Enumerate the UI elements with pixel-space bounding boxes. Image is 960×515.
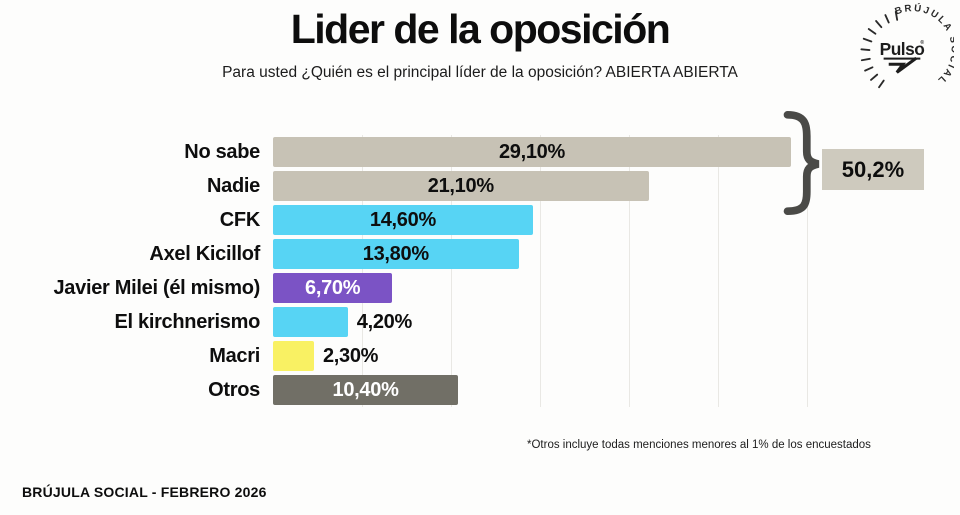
logo-underline (883, 57, 921, 60)
bar (273, 341, 314, 371)
value-label: 4,20% (356, 310, 413, 333)
gridline (540, 135, 541, 407)
subtitle: Para usted ¿Quién es el principal líder … (222, 64, 738, 81)
category-label: No sabe (184, 140, 260, 163)
chart-row: El kirchnerismo 4,20% (0, 305, 807, 339)
bar-zone: 4,20% (273, 307, 807, 337)
footnote: *Otros incluye todas menciones menores a… (527, 439, 871, 451)
gridlines (273, 135, 808, 407)
category-label: Nadie (207, 174, 260, 197)
bar-zone: 6,70% (273, 273, 807, 303)
bar (273, 307, 348, 337)
bar: 13,80% (273, 239, 519, 269)
chart-row: Nadie 21,10% (0, 169, 807, 203)
bar: 6,70% (273, 273, 393, 303)
category-label: Axel Kicillof (149, 242, 260, 265)
group-total-value: 50,2% (841, 156, 905, 182)
value-label: 14,60% (369, 208, 436, 231)
pulso-logo-icon: BRÚJULA SOCIAL Pulso ® (860, 2, 958, 89)
group-total-box: 50,2% (822, 149, 924, 190)
bar: 14,60% (273, 205, 533, 235)
bar: 29,10% (273, 137, 791, 167)
source-credit: BRÚJULA SOCIAL - FEBRERO 2026 (22, 484, 267, 500)
category-label: Otros (208, 378, 260, 401)
page-title: Lider de la oposición (290, 6, 671, 52)
bar-zone: 21,10% (273, 171, 807, 201)
bar-zone: 10,40% (273, 375, 807, 405)
bar-zone: 2,30% (273, 341, 807, 371)
grouping-brace-icon (781, 110, 821, 216)
bar-chart: No sabe 29,10% Nadie 21,10% CFK 14,60% Axel Ki… (0, 135, 808, 407)
value-label: 29,10% (498, 140, 565, 163)
gridline (629, 135, 630, 407)
chart-row: Otros 10,40% (0, 373, 807, 407)
bar: 10,40% (273, 375, 459, 405)
chart-row: Javier Milei (él mismo) 6,70% (0, 271, 807, 305)
gridline (451, 135, 452, 407)
logo-brand-text: Pulso (880, 39, 925, 59)
category-label: CFK (219, 208, 261, 231)
bar-zone: 29,10% (273, 137, 807, 167)
logo-pulse-icon (888, 56, 918, 74)
chart-rows: No sabe 29,10% Nadie 21,10% CFK 14,60% Axel Ki… (0, 135, 807, 407)
gridline (718, 135, 719, 407)
bar-zone: 13,80% (273, 239, 807, 269)
logo-tick-marks (860, 10, 899, 89)
category-label: El kirchnerismo (114, 310, 260, 333)
chart-row: No sabe 29,10% (0, 135, 807, 169)
logo-registered-mark: ® (920, 39, 924, 46)
value-label: 21,10% (427, 174, 494, 197)
gridline (362, 135, 363, 407)
chart-row: Macri 2,30% (0, 339, 807, 373)
category-label: Javier Milei (él mismo) (53, 276, 260, 299)
category-label: Macri (209, 344, 260, 367)
value-label: 6,70% (305, 276, 361, 299)
value-label: 13,80% (362, 242, 429, 265)
chart-row: CFK 14,60% (0, 203, 807, 237)
chart-row: Axel Kicillof 13,80% (0, 237, 807, 271)
bar: 21,10% (273, 171, 649, 201)
value-label: 2,30% (322, 344, 379, 367)
bar-zone: 14,60% (273, 205, 807, 235)
pulso-logo: BRÚJULA SOCIAL Pulso ® (852, 2, 958, 104)
gridline (807, 135, 808, 407)
value-label: 10,40% (332, 378, 399, 401)
